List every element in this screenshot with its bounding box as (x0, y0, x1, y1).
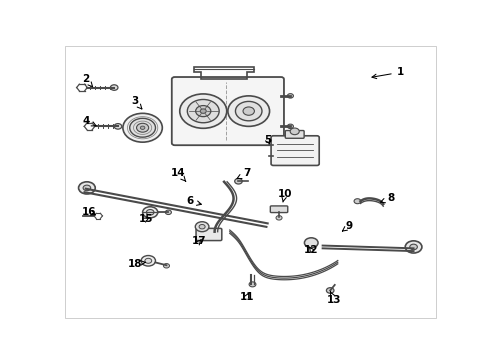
Circle shape (235, 102, 262, 121)
Text: 12: 12 (304, 245, 318, 255)
Circle shape (141, 256, 155, 266)
Circle shape (129, 118, 155, 137)
Circle shape (200, 109, 206, 113)
Circle shape (79, 182, 95, 194)
Circle shape (199, 225, 205, 229)
FancyBboxPatch shape (171, 77, 284, 145)
Circle shape (114, 123, 122, 129)
Circle shape (287, 94, 293, 98)
Circle shape (409, 244, 417, 250)
Circle shape (110, 85, 118, 90)
Circle shape (304, 238, 317, 248)
Circle shape (122, 113, 162, 142)
Circle shape (163, 264, 169, 268)
Text: 5: 5 (264, 135, 271, 145)
Circle shape (187, 99, 219, 123)
Text: 17: 17 (192, 237, 206, 246)
Text: 18: 18 (127, 258, 145, 269)
Circle shape (165, 210, 171, 215)
Text: 2: 2 (82, 74, 92, 87)
Circle shape (248, 282, 255, 287)
Circle shape (287, 124, 293, 129)
Text: 13: 13 (326, 292, 341, 305)
Circle shape (405, 241, 421, 253)
FancyBboxPatch shape (196, 228, 222, 240)
Circle shape (140, 126, 144, 129)
FancyBboxPatch shape (285, 131, 304, 138)
Circle shape (227, 96, 269, 126)
Text: 8: 8 (380, 193, 394, 203)
Circle shape (195, 222, 208, 232)
FancyBboxPatch shape (270, 206, 287, 212)
Text: 6: 6 (186, 196, 201, 206)
Text: 15: 15 (139, 214, 153, 224)
Circle shape (243, 107, 254, 115)
Text: 4: 4 (82, 116, 96, 126)
Text: 11: 11 (239, 292, 254, 302)
Circle shape (83, 185, 90, 191)
Text: 16: 16 (82, 207, 97, 217)
Circle shape (275, 216, 282, 220)
Text: 7: 7 (237, 168, 250, 179)
Circle shape (136, 123, 148, 132)
Text: 10: 10 (277, 189, 291, 202)
Text: 3: 3 (131, 96, 142, 109)
Circle shape (353, 199, 360, 204)
Circle shape (234, 179, 242, 184)
Circle shape (289, 128, 299, 135)
Circle shape (146, 210, 154, 215)
Circle shape (325, 288, 333, 293)
Circle shape (180, 94, 226, 128)
FancyBboxPatch shape (270, 136, 319, 166)
Text: 9: 9 (342, 221, 352, 231)
Circle shape (142, 207, 158, 218)
Text: 14: 14 (171, 168, 185, 181)
Circle shape (195, 105, 210, 117)
Circle shape (144, 258, 151, 263)
Text: 1: 1 (371, 67, 403, 78)
